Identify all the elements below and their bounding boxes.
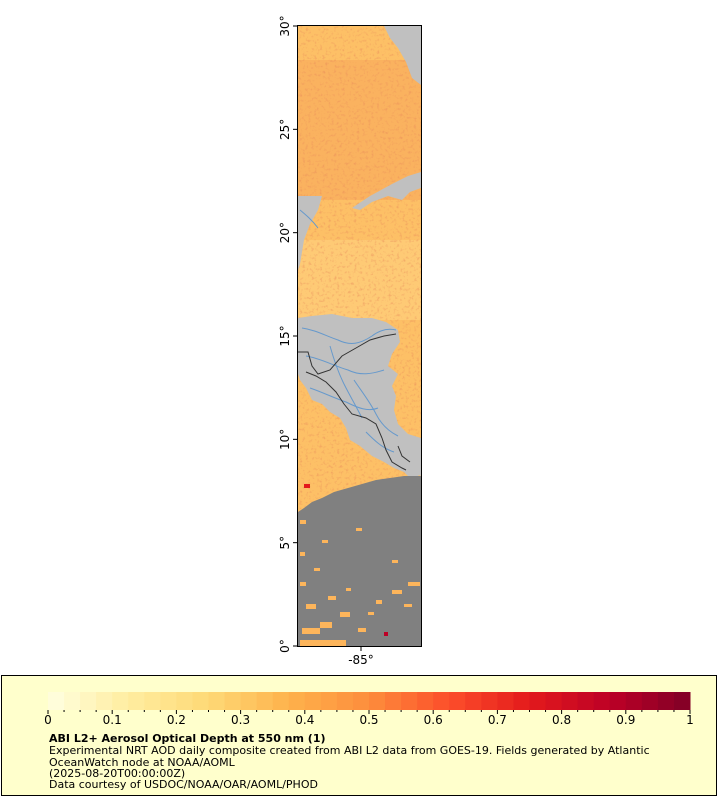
- land-florida-tip: [384, 26, 421, 85]
- colorbar-swatch: [481, 692, 498, 710]
- colorbar-swatch: [320, 692, 338, 710]
- colorbar-swatch: [272, 692, 290, 710]
- colorbar-tick-label: 0.4: [295, 713, 314, 727]
- colorbar-ticks: 0 0.1 0.2 0.3 0.4 0.5 0.6 0.7 0.8 0.9 1: [44, 710, 694, 727]
- country-borders: [298, 333, 411, 471]
- colorbar-swatch: [112, 692, 129, 710]
- no-data-ocean: [298, 476, 421, 646]
- colorbar-swatch: [417, 692, 434, 710]
- colorbar-tick-label: 0.2: [167, 713, 186, 727]
- colorbar-swatch: [288, 692, 306, 710]
- colorbar-swatch: [144, 692, 161, 710]
- colorbar-swatch: [64, 692, 81, 710]
- latitude-axis: 0° 5° 10° 15° 20° 25° 30°: [278, 15, 298, 653]
- colorbar-swatch: [449, 692, 466, 710]
- colorbar-tick-label: 0.3: [231, 713, 250, 727]
- longitude-axis: -85°: [348, 646, 374, 667]
- colorbar: 0 0.1 0.2 0.3 0.4 0.5 0.6 0.7 0.8 0.9 1: [44, 692, 694, 727]
- colorbar-swatch: [401, 692, 418, 710]
- colorbar-swatch: [545, 692, 563, 710]
- colorbar-swatch: [369, 692, 386, 710]
- legend-credit: Data courtesy of USDOC/NOAA/OAR/AOML/PHO…: [49, 778, 318, 791]
- colorbar-swatch: [641, 692, 659, 710]
- colorbar-swatch: [80, 692, 97, 710]
- colorbar-swatch: [625, 692, 643, 710]
- colorbar-swatch: [497, 692, 514, 710]
- colorbar-swatch: [128, 692, 145, 710]
- legend-description: Experimental NRT AOD daily composite cre…: [49, 744, 650, 769]
- colorbar-swatch: [352, 692, 370, 710]
- colorbar-swatch: [336, 692, 354, 710]
- land-cuba: [352, 172, 421, 210]
- colorbar-tick-label: 0: [44, 713, 52, 727]
- colorbar-tick-label: 0.9: [616, 713, 635, 727]
- colorbar-swatch: [256, 692, 274, 710]
- colorbar-tick-label: 0.7: [488, 713, 507, 727]
- aod-high-spot: [384, 632, 388, 636]
- colorbar-tick-label: 0.8: [552, 713, 571, 727]
- colorbar-swatch: [96, 692, 113, 710]
- lon-tick-label: -85°: [348, 653, 374, 667]
- lat-tick-label: 30°: [278, 15, 292, 36]
- aod-patches-south: [300, 520, 420, 646]
- land-yucatan: [298, 196, 322, 270]
- colorbar-swatch: [577, 692, 595, 710]
- colorbar-swatch: [224, 692, 242, 710]
- colorbar-swatch: [304, 692, 322, 710]
- colorbar-swatch: [385, 692, 402, 710]
- colorbar-tick-label: 1: [686, 713, 694, 727]
- colorbar-swatch: [176, 692, 193, 710]
- lat-tick-label: 15°: [278, 325, 292, 346]
- colorbar-swatch: [240, 692, 258, 710]
- colorbar-tick-label: 0.1: [103, 713, 122, 727]
- aod-high-spot-north: [304, 484, 310, 488]
- colorbar-swatch: [160, 692, 177, 710]
- colorbar-swatch: [192, 692, 209, 710]
- rivers: [299, 209, 399, 453]
- colorbar-tick-label: 0.5: [359, 713, 378, 727]
- colorbar-swatch: [208, 692, 226, 710]
- colorbar-tick-label: 0.6: [424, 713, 443, 727]
- colorbar-swatch: [593, 692, 611, 710]
- legend-panel: 0 0.1 0.2 0.3 0.4 0.5 0.6 0.7 0.8 0.9 1 ABI L2+ Ae…: [1, 675, 717, 796]
- colorbar-swatches: [48, 692, 691, 710]
- lat-tick-label: 0°: [278, 639, 292, 653]
- land-central-america: [298, 314, 421, 480]
- map: 0° 5° 10° 15° 20° 25° 30° -85°: [278, 15, 422, 667]
- colorbar-swatch: [48, 692, 65, 710]
- lat-tick-label: 5°: [278, 536, 292, 550]
- lat-tick-label: 20°: [278, 222, 292, 243]
- lat-tick-label: 25°: [278, 119, 292, 140]
- colorbar-swatch: [529, 692, 547, 710]
- colorbar-swatch: [465, 692, 482, 710]
- colorbar-swatch: [561, 692, 579, 710]
- lat-tick-label: 10°: [278, 429, 292, 450]
- legend-date: (2025-08-20T00:00:00Z): [49, 767, 186, 780]
- colorbar-swatch: [657, 692, 675, 710]
- colorbar-swatch: [513, 692, 530, 710]
- colorbar-swatch: [609, 692, 627, 710]
- legend-title: ABI L2+ Aerosol Optical Depth at 550 nm …: [49, 732, 326, 745]
- colorbar-swatch: [433, 692, 450, 710]
- colorbar-swatch: [673, 692, 691, 710]
